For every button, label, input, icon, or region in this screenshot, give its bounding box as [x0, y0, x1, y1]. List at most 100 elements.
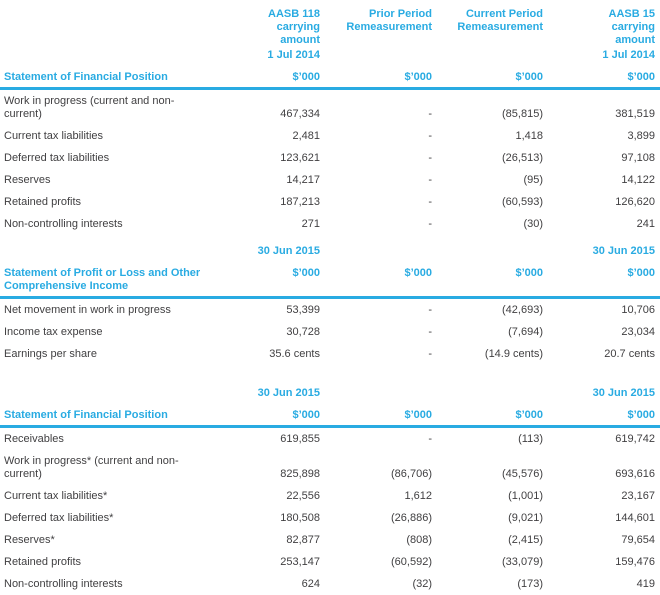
column-header-line: Remeasurement	[346, 21, 432, 33]
cell-value: (9,021)	[508, 512, 543, 524]
column-header-line: carrying	[276, 21, 320, 33]
cell-value: -	[428, 326, 432, 338]
row-label: Earnings per share	[4, 348, 97, 360]
table-row: Work in progress (current and non-curren…	[0, 89, 660, 126]
table-row: Receivables 619,855 - (113) 619,742	[0, 427, 660, 451]
unit-label: $’000	[437, 262, 548, 299]
cell-value: (7,694)	[508, 326, 543, 338]
table-row: Work in progress* (current and non-curre…	[0, 450, 660, 485]
row-label-cell: Retained profits	[0, 551, 230, 573]
row-label-cell: Non-controlling interests	[0, 573, 230, 595]
table-sofp-2014: AASB 118 carrying amount 1 Jul 2014 Prio…	[0, 7, 660, 262]
row-label: Retained profits	[4, 196, 82, 208]
cell-value: -	[428, 174, 432, 186]
unit-label: $’000	[325, 404, 437, 428]
date-label: 30 Jun 2015	[592, 387, 655, 399]
unit-label: $’000	[548, 262, 660, 299]
table-row: Current tax liabilities 2,481 - 1,418 3,…	[0, 125, 660, 147]
row-label-cell: Work in progress (current and non-curren…	[0, 89, 230, 126]
cell-value: 180,508	[280, 512, 320, 524]
row-label: Income tax expense	[4, 326, 103, 338]
unit-label: $’000	[325, 262, 437, 299]
cell-value: 22,556	[286, 490, 320, 502]
row-label: Work in progress (current and non-curren…	[4, 95, 175, 120]
cell-value: (1,001)	[508, 490, 543, 502]
date-blank	[0, 235, 230, 262]
cell-value: 30,728	[286, 326, 320, 338]
cell-value: 187,213	[280, 196, 320, 208]
cell-value: 20.7 cents	[604, 348, 655, 360]
financial-remeasurement-document: AASB 118 carrying amount 1 Jul 2014 Prio…	[0, 7, 660, 590]
date-blank	[437, 365, 548, 404]
cell-value: (60,593)	[502, 196, 543, 208]
row-label: Current tax liabilities*	[4, 490, 108, 502]
unit-label: $’000	[437, 404, 548, 428]
row-label-cell: Retained profits	[0, 191, 230, 213]
cell-value: 53,399	[286, 304, 320, 316]
column-header-blank	[0, 7, 230, 66]
unit-label: $’000	[437, 66, 548, 90]
table-row: Retained profits 187,213 - (60,593) 126,…	[0, 191, 660, 213]
cell-value: 1,612	[404, 490, 432, 502]
row-label-cell: Work in progress* (current and non-curre…	[0, 450, 230, 485]
row-label: Work in progress* (current and non-curre…	[4, 455, 179, 480]
row-label: Reserves	[4, 174, 51, 186]
table-profit-or-loss-2015: Statement of Profit or Loss and Other Co…	[0, 262, 660, 365]
cell-value: 1,418	[515, 130, 543, 142]
cell-value: 79,654	[621, 534, 655, 546]
cell-value: 825,898	[280, 468, 320, 480]
cell-value: (33,079)	[502, 556, 543, 568]
unit-label: $’000	[230, 262, 325, 299]
cell-value: 271	[301, 218, 320, 230]
cell-value: 82,877	[286, 534, 320, 546]
cell-value: 253,147	[280, 556, 320, 568]
row-label-cell: Reserves*	[0, 529, 230, 551]
table-row: Current tax liabilities* 22,556 1,612 (1…	[0, 485, 660, 507]
row-label: Receivables	[4, 433, 64, 445]
table-row: Income tax expense 30,728 - (7,694) 23,0…	[0, 321, 660, 343]
date-row: 30 Jun 2015 30 Jun 2015	[0, 365, 660, 404]
table-row: Earnings per share 35.6 cents - (14.9 ce…	[0, 343, 660, 365]
column-header-line: Prior Period	[369, 8, 432, 20]
column-header-line: AASB 118	[268, 8, 320, 20]
table-row: Deferred tax liabilities* 180,508 (26,88…	[0, 507, 660, 529]
column-header-date: 1 Jul 2014	[267, 49, 320, 61]
column-header-aasb15: AASB 15 carrying amount 1 Jul 2014	[548, 7, 660, 66]
cell-value: (45,576)	[502, 468, 543, 480]
row-label-cell: Income tax expense	[0, 321, 230, 343]
cell-value: -	[428, 348, 432, 360]
date-blank	[437, 235, 548, 262]
unit-label: $’000	[325, 66, 437, 90]
section-title-row: Statement of Profit or Loss and Other Co…	[0, 262, 660, 299]
row-label-cell: Current tax liabilities*	[0, 485, 230, 507]
column-header-line: carrying	[611, 21, 655, 33]
cell-value: -	[428, 304, 432, 316]
row-label-cell: Deferred tax liabilities	[0, 147, 230, 169]
section-title: Statement of Profit or Loss and Other Co…	[4, 267, 201, 292]
column-header-row: AASB 118 carrying amount 1 Jul 2014 Prio…	[0, 7, 660, 66]
row-label: Deferred tax liabilities*	[4, 512, 114, 524]
cell-value: (14.9 cents)	[484, 348, 543, 360]
cell-value: 23,034	[621, 326, 655, 338]
row-label-cell: Non-controlling interests	[0, 213, 230, 235]
cell-value: (95)	[523, 174, 543, 186]
unit-label: $’000	[548, 404, 660, 428]
cell-value: -	[428, 152, 432, 164]
row-label: Non-controlling interests	[4, 578, 123, 590]
cell-value: 159,476	[615, 556, 655, 568]
cell-value: (26,513)	[502, 152, 543, 164]
cell-value: (2,415)	[508, 534, 543, 546]
cell-value: 10,706	[621, 304, 655, 316]
cell-value: 381,519	[615, 108, 655, 120]
cell-value: (173)	[517, 578, 543, 590]
unit-label: $’000	[230, 404, 325, 428]
column-header-line: Remeasurement	[457, 21, 543, 33]
cell-value: (60,592)	[391, 556, 432, 568]
table-row: Non-controlling interests 271 - (30) 241	[0, 213, 660, 235]
column-header-line: amount	[615, 34, 655, 46]
cell-value: -	[428, 196, 432, 208]
section-title-row: Statement of Financial Position $’000 $’…	[0, 66, 660, 90]
date-blank	[325, 365, 437, 404]
row-label-cell: Earnings per share	[0, 343, 230, 365]
date-label: 30 Jun 2015	[592, 245, 655, 257]
